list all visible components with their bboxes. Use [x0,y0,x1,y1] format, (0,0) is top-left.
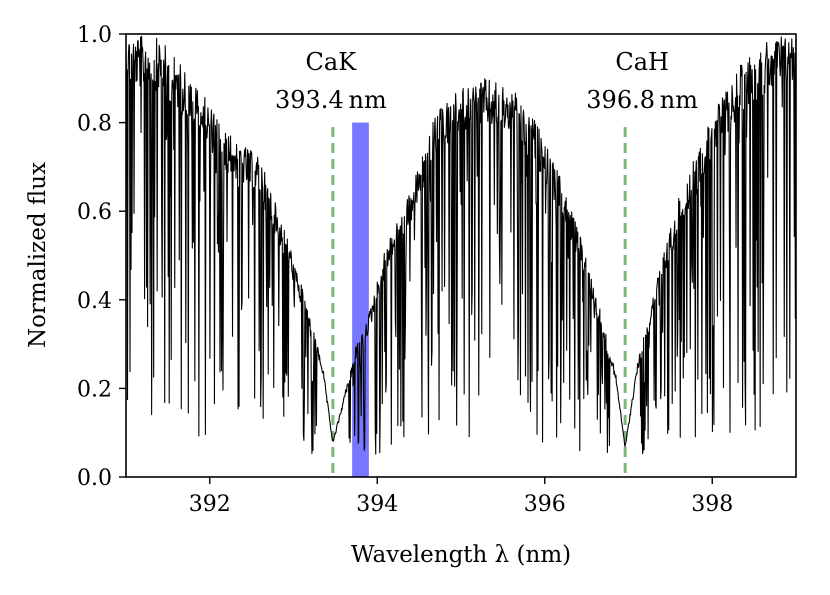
annotation-cah-name: CaH [615,48,669,76]
x-tick-label: 398 [691,492,733,517]
y-tick-label: 1.0 [77,23,112,48]
y-tick-label: 0.4 [77,289,112,314]
x-axis: 392 394 396 398 [189,477,733,517]
y-axis: 0.0 0.2 0.4 0.6 0.8 1.0 [77,23,126,491]
annotation-cah-wavelength: 396.8 nm [586,86,698,114]
plot-frame [125,33,797,478]
x-tick-label: 394 [356,492,398,517]
x-axis-title: Wavelength λ (nm) [351,542,571,568]
series-spectrum [126,35,796,455]
y-tick-label: 0.6 [77,200,112,225]
y-axis-title: Normalized flux [25,162,51,348]
y-tick-label: 0.2 [77,377,112,402]
y-tick-label: 0.8 [77,112,112,137]
x-tick-label: 392 [189,492,231,517]
x-tick-label: 396 [524,492,566,517]
annotation-cak-wavelength: 393.4 nm [275,86,387,114]
annotation-cak-name: CaK [306,48,358,76]
y-tick-label: 0.0 [77,466,112,491]
